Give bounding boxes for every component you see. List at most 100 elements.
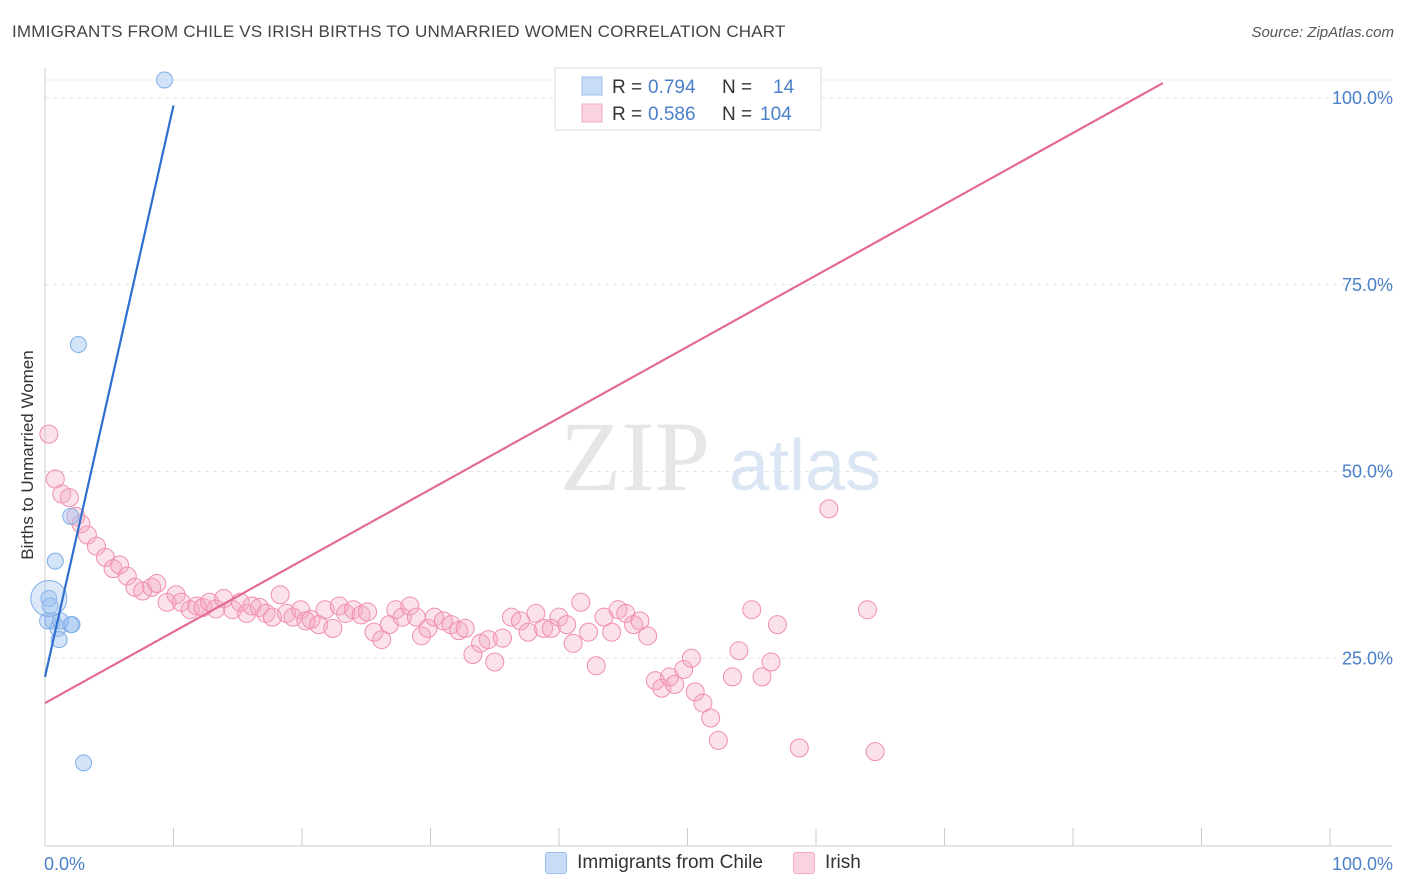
irish-point <box>142 577 162 597</box>
irish-point <box>579 622 599 642</box>
bottom-legend-item-irish[interactable]: Irish <box>792 852 861 874</box>
watermark-atlas: atlas <box>729 426 881 506</box>
irish-point <box>364 622 384 642</box>
chile-point-large <box>30 579 68 617</box>
irish-point <box>767 615 787 635</box>
irish-point <box>463 645 483 665</box>
irish-point <box>386 600 406 620</box>
irish-point <box>117 566 137 586</box>
legend-n-value-chile: 14 <box>773 77 795 98</box>
bottom-legend-item-chile[interactable]: Immigrants from Chile <box>545 852 763 874</box>
irish-point <box>418 618 438 638</box>
irish-point <box>624 615 644 635</box>
irish-point <box>400 596 420 616</box>
irish-point <box>110 555 130 575</box>
irish-point <box>392 607 412 627</box>
irish-point <box>708 730 728 750</box>
irish-point <box>518 622 538 642</box>
irish-point <box>262 607 282 627</box>
irish-point <box>630 611 650 631</box>
irish-point <box>441 615 461 635</box>
bottom-legend-label-chile: Immigrants from Chile <box>577 852 763 873</box>
irish-point <box>638 626 658 646</box>
irish-point <box>277 603 297 623</box>
irish-point <box>857 600 877 620</box>
legend-swatch-irish <box>581 103 603 123</box>
tick-labels: 25.0% 50.0% 75.0% 100.0% 0.0% 100.0% <box>44 88 1393 874</box>
chile-point <box>46 552 64 570</box>
trend-lines <box>43 82 1164 705</box>
irish-point <box>549 607 569 627</box>
chile-point <box>156 71 174 89</box>
y-tick-label: 100.0% <box>1332 88 1393 108</box>
y-axis-label: Births to Unmarried Women <box>18 350 37 559</box>
legend-r-label-chile: R = <box>612 77 642 98</box>
legend-r-label-irish: R = <box>612 104 642 125</box>
irish-point <box>789 738 809 758</box>
irish-point <box>372 630 392 650</box>
bottom-legend-swatch-chile <box>545 852 568 874</box>
grid-lines <box>45 79 1392 659</box>
legend-n-label-irish: N = <box>722 104 752 125</box>
irish-point <box>315 600 335 620</box>
irish-point <box>455 618 475 638</box>
legend-n-value-irish: 104 <box>760 104 792 125</box>
irish-point <box>223 600 243 620</box>
irish-point <box>59 488 79 508</box>
legend-r-value-irish: 0.586 <box>648 104 696 125</box>
legend-r-value-chile: 0.794 <box>648 77 696 98</box>
legend-n-label-chile: N = <box>722 77 752 98</box>
source-label: Source: ZipAtlas.com <box>1251 24 1394 41</box>
irish-point <box>665 674 685 694</box>
irish-point <box>270 585 290 605</box>
irish-point <box>534 618 554 638</box>
bottom-legend-label-irish: Irish <box>824 852 861 873</box>
chile-point <box>69 336 87 354</box>
irish-point <box>557 615 577 635</box>
irish-point <box>39 424 59 444</box>
irish-point <box>323 618 343 638</box>
irish-point <box>492 628 512 648</box>
chile-point <box>62 507 80 525</box>
irish-point <box>329 596 349 616</box>
legend-swatch-chile <box>581 76 603 96</box>
irish-point <box>478 630 498 650</box>
axes <box>44 68 1392 847</box>
irish-point <box>674 659 694 679</box>
y-tick-label: 50.0% <box>1342 462 1393 482</box>
irish-point <box>761 652 781 672</box>
irish-point <box>685 682 705 702</box>
watermark: ZIP atlas <box>560 401 881 512</box>
irish-point <box>752 667 772 687</box>
irish-point <box>187 596 207 616</box>
irish-point <box>602 622 622 642</box>
irish-point <box>147 574 167 594</box>
chile-trend-line <box>43 105 175 678</box>
irish-point <box>722 667 742 687</box>
y-tick-label: 75.0% <box>1342 275 1393 295</box>
irish-point <box>693 693 713 713</box>
irish-point <box>256 603 276 623</box>
irish-point <box>819 499 839 519</box>
top-legend: R = 0.794 N = 14 R = 0.586 N = 104 <box>554 67 822 131</box>
data-points <box>30 71 885 772</box>
bottom-legend: Immigrants from Chile Irish <box>0 852 1406 874</box>
irish-point <box>681 648 701 668</box>
chart-title: IMMIGRANTS FROM CHILE VS IRISH BIRTHS TO… <box>12 22 786 41</box>
irish-point <box>291 600 311 620</box>
irish-point <box>485 652 505 672</box>
irish-point <box>652 678 672 698</box>
bottom-legend-swatch-irish <box>792 852 815 874</box>
irish-point <box>742 600 762 620</box>
irish-point <box>865 742 885 762</box>
watermark-zip: ZIP <box>560 401 710 512</box>
chile-point <box>75 754 93 772</box>
irish-point <box>701 708 721 728</box>
chile-point <box>41 597 59 615</box>
x-tick-label: 100.0% <box>1332 854 1393 874</box>
irish-point <box>645 671 665 691</box>
irish-point <box>729 641 749 661</box>
irish-point <box>358 602 378 622</box>
x-tick-label: 0.0% <box>44 854 85 874</box>
